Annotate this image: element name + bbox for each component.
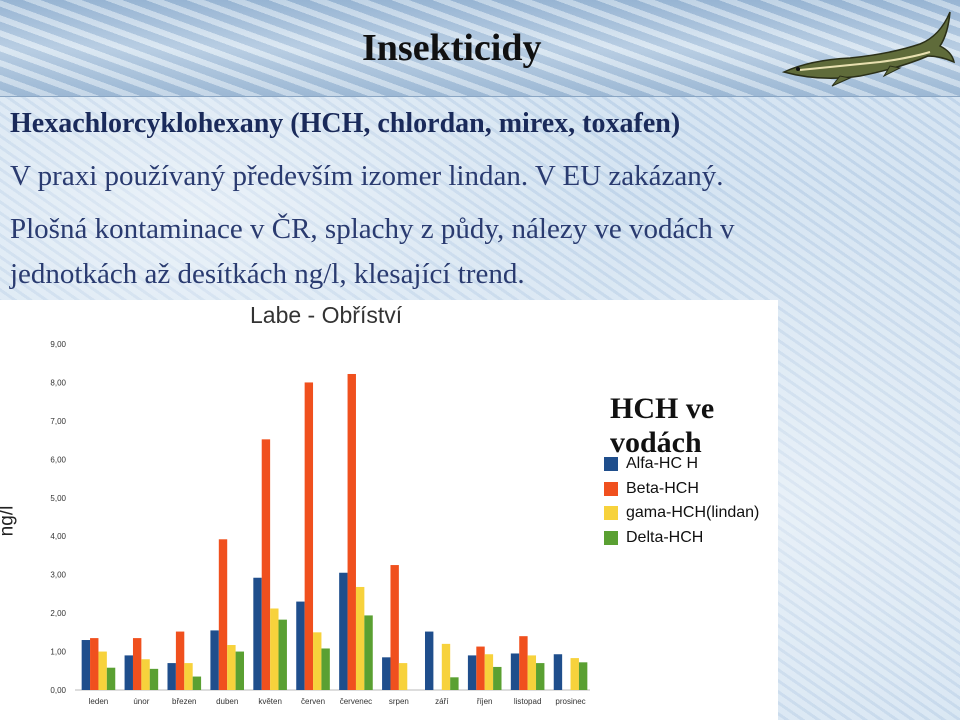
y-tick-label: 6,00 bbox=[50, 455, 66, 464]
slide-line-heading: Hexachlorcyklohexany (HCH, chlordan, mir… bbox=[10, 108, 681, 139]
bar bbox=[235, 651, 245, 690]
slide-line-trend: jednotkách až desítkách ng/l, klesající … bbox=[10, 258, 525, 290]
y-tick-label: 5,00 bbox=[50, 494, 66, 503]
bar bbox=[484, 654, 494, 690]
y-tick-label: 8,00 bbox=[50, 378, 66, 387]
bar bbox=[296, 601, 305, 690]
legend-item-gama: gama-HCH(lindan) bbox=[604, 501, 759, 526]
legend-swatch bbox=[604, 481, 618, 496]
legend-swatch bbox=[604, 530, 618, 545]
bar bbox=[141, 659, 150, 690]
chart-title: Labe - Obříství bbox=[250, 302, 403, 328]
bar bbox=[553, 654, 563, 690]
bar bbox=[570, 658, 579, 690]
y-tick-label: 3,00 bbox=[50, 571, 66, 580]
bar bbox=[450, 677, 459, 690]
sturgeon-icon bbox=[781, 11, 956, 87]
y-tick-label: 2,00 bbox=[50, 609, 66, 618]
legend-item-beta: Beta-HCH bbox=[604, 477, 759, 502]
bar bbox=[175, 631, 185, 690]
bar bbox=[527, 655, 537, 690]
bar bbox=[98, 651, 107, 690]
x-tick-label: srpen bbox=[389, 697, 409, 706]
bar bbox=[339, 572, 348, 690]
bar bbox=[313, 632, 322, 690]
bar bbox=[424, 631, 434, 690]
bar bbox=[364, 615, 373, 690]
legend-title: HCH ve vodách bbox=[610, 392, 715, 459]
bar bbox=[210, 630, 219, 690]
x-tick-label: duben bbox=[216, 697, 238, 706]
bar bbox=[270, 608, 279, 690]
slide-line-contamination: Plošná kontaminace v ČR, splachy z půdy,… bbox=[10, 213, 735, 245]
bar bbox=[278, 619, 287, 690]
legend-item-alfa: Alfa-HC H bbox=[604, 452, 759, 477]
bar bbox=[519, 636, 528, 690]
bar bbox=[184, 663, 193, 690]
bar bbox=[167, 663, 176, 690]
bar bbox=[81, 640, 91, 690]
bar bbox=[124, 655, 133, 690]
legend-label: gama-HCH(lindan) bbox=[626, 504, 760, 522]
x-tick-label: červen bbox=[301, 697, 325, 706]
y-tick-label: 4,00 bbox=[50, 532, 66, 541]
x-tick-label: leden bbox=[89, 697, 109, 706]
bar bbox=[398, 663, 408, 690]
x-tick-label: prosinec bbox=[555, 697, 585, 706]
legend-item-delta: Delta-HCH bbox=[604, 526, 759, 551]
legend-label: Beta-HCH bbox=[626, 479, 699, 497]
slide-line-usage: V praxi používaný především izomer linda… bbox=[10, 160, 724, 192]
bar bbox=[355, 586, 365, 690]
bar bbox=[253, 577, 262, 690]
chart-legend: Alfa-HC H Beta-HCH gama-HCH(lindan) Delt… bbox=[604, 452, 759, 550]
bar bbox=[510, 653, 520, 690]
bar bbox=[192, 676, 202, 690]
x-tick-label: září bbox=[435, 697, 449, 706]
bar bbox=[347, 373, 356, 690]
bar bbox=[132, 638, 142, 690]
y-tick-label: 9,00 bbox=[50, 340, 66, 349]
bar bbox=[106, 667, 116, 690]
legend-label: Delta-HCH bbox=[626, 528, 704, 546]
bar bbox=[227, 645, 236, 690]
bar bbox=[467, 655, 477, 690]
bar-chart: 0,00 1,00 2,00 3,00 4,00 5,00 6,00 7,00 8,00 9,00… bbox=[50, 340, 590, 706]
bar bbox=[536, 663, 545, 690]
bar bbox=[218, 539, 228, 690]
y-tick-label: 0,00 bbox=[50, 686, 66, 695]
x-tick-label: únor bbox=[133, 697, 149, 706]
bar bbox=[441, 643, 451, 690]
bar bbox=[382, 657, 391, 690]
chart-panel: 0,00 1,00 2,00 3,00 4,00 5,00 6,00 7,00 8,00 9,00… bbox=[0, 300, 778, 720]
bar bbox=[321, 648, 330, 690]
bar bbox=[578, 662, 588, 690]
bar bbox=[493, 666, 502, 690]
x-tick-label: březen bbox=[172, 697, 196, 706]
legend-swatch bbox=[604, 457, 618, 472]
bar bbox=[149, 668, 159, 690]
bar bbox=[304, 382, 314, 690]
slide-title: Insekticidy bbox=[362, 27, 542, 69]
x-tick-label: červenec bbox=[340, 697, 372, 706]
y-tick-label: 7,00 bbox=[50, 417, 66, 426]
bar bbox=[476, 646, 485, 690]
x-tick-label: říjen bbox=[477, 697, 493, 706]
slide-header: Insekticidy bbox=[0, 0, 960, 97]
legend-label: Alfa-HC H bbox=[626, 455, 699, 473]
bar bbox=[390, 565, 399, 690]
y-tick-label: 1,00 bbox=[50, 648, 66, 657]
y-axis-label: ng/l bbox=[0, 505, 18, 537]
bar bbox=[90, 638, 99, 690]
x-tick-label: květen bbox=[258, 697, 282, 706]
legend-swatch bbox=[604, 506, 618, 521]
bar bbox=[261, 439, 271, 690]
x-tick-label: listopad bbox=[514, 697, 542, 706]
